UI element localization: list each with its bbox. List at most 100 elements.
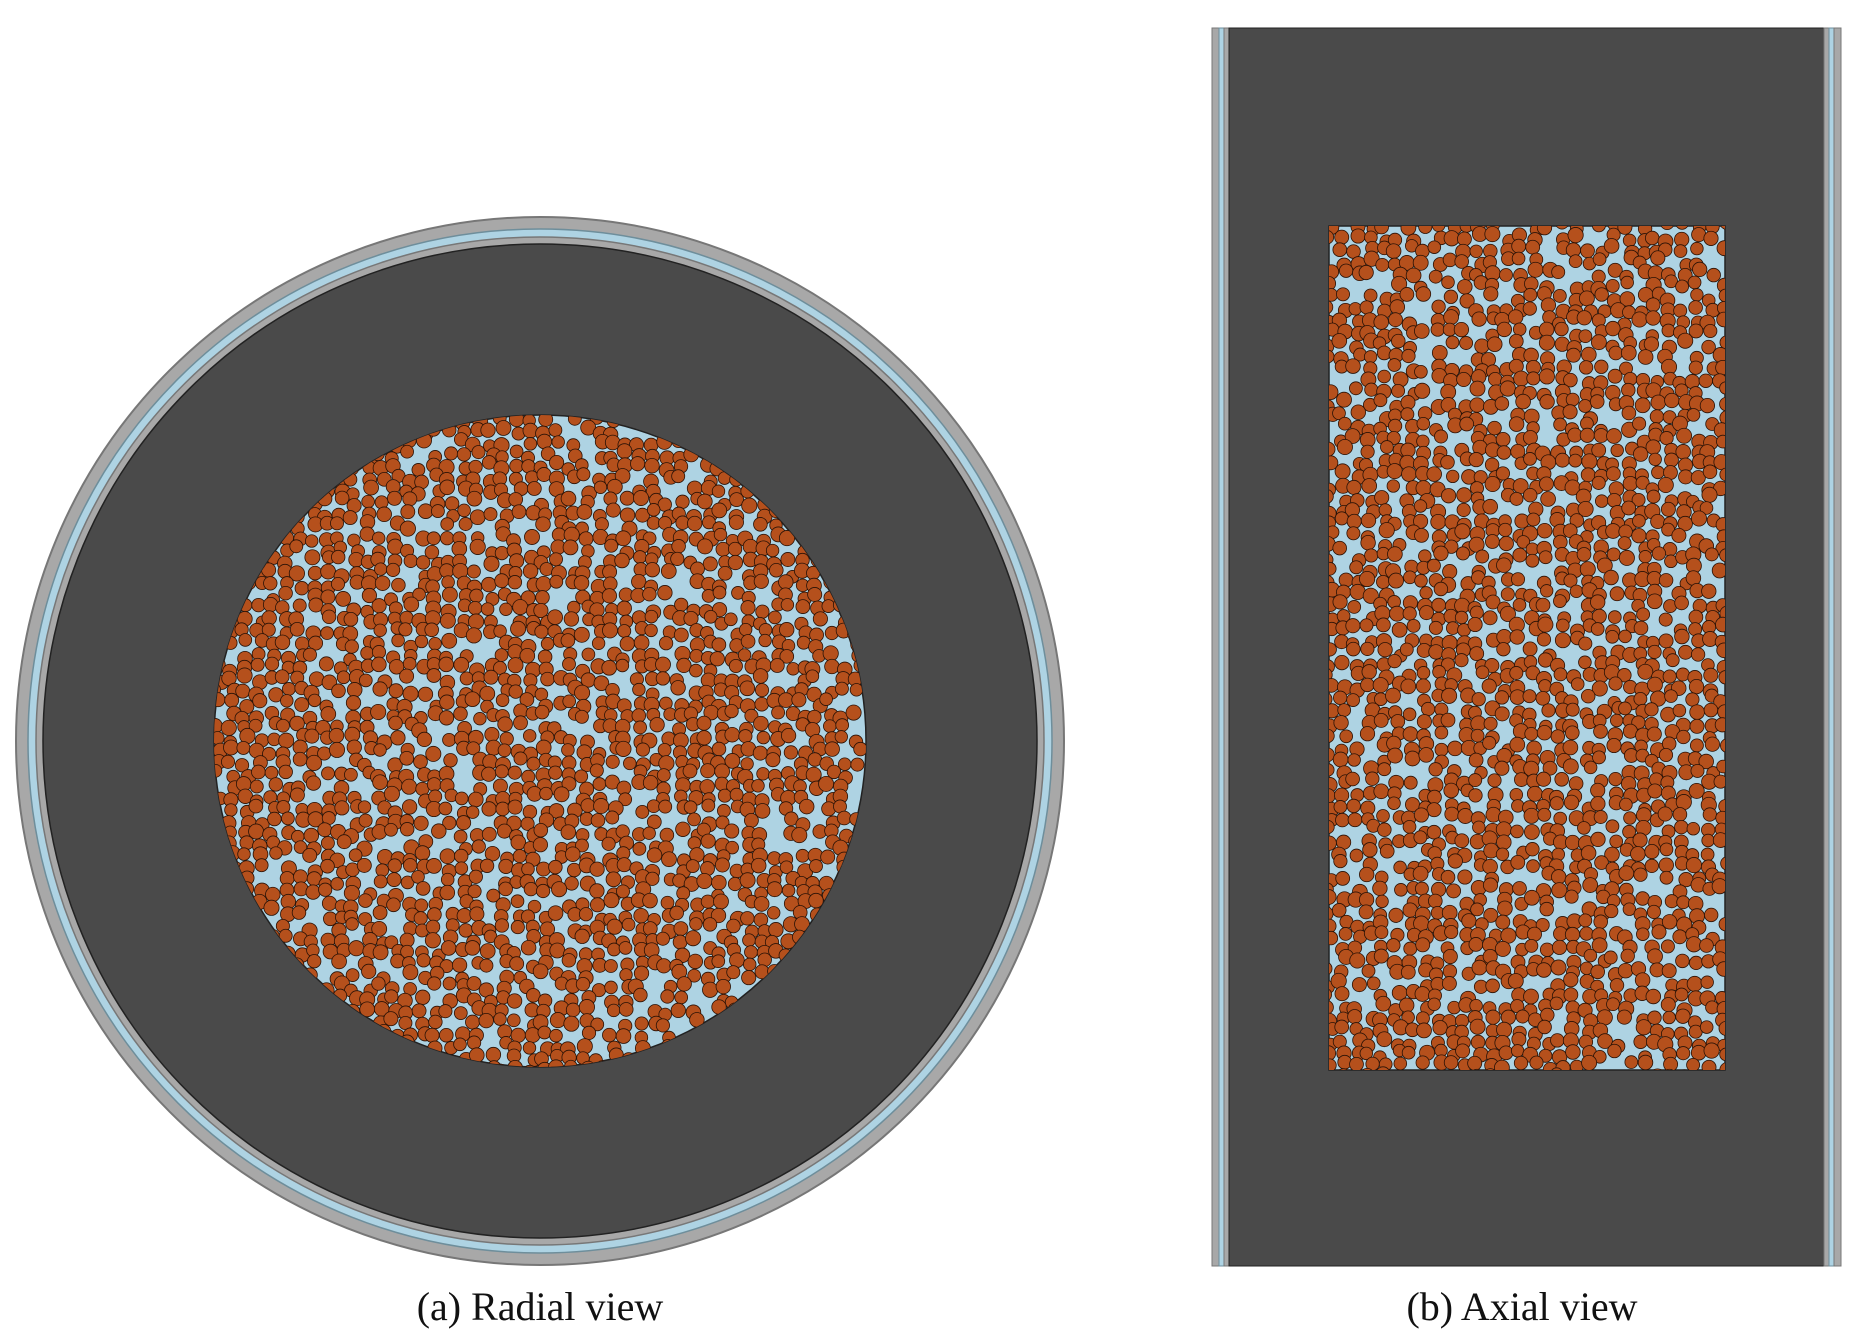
fuel-pebble	[1635, 475, 1650, 490]
fuel-pebble	[1345, 771, 1360, 787]
fuel-pebble	[484, 845, 501, 862]
fuel-pebble	[328, 727, 345, 744]
fuel-pebble	[1444, 806, 1460, 822]
fuel-pebble	[1499, 380, 1516, 397]
fuel-pebble	[589, 883, 605, 899]
fuel-pebble	[1698, 373, 1713, 388]
fuel-pebble	[1400, 407, 1415, 422]
fuel-pebble	[391, 633, 405, 648]
fuel-pebble	[623, 756, 637, 771]
fuel-pebble	[1592, 750, 1606, 765]
fuel-pebble	[1430, 322, 1445, 337]
fuel-pebble	[320, 858, 335, 874]
fuel-pebble	[685, 930, 702, 947]
fuel-pebble	[376, 506, 392, 523]
fuel-pebble	[1536, 226, 1553, 236]
fuel-pebble	[401, 778, 418, 795]
fuel-pebble	[428, 1014, 443, 1030]
fuel-pebble	[1360, 641, 1375, 656]
fuel-pebble	[561, 953, 577, 968]
fuel-pebble	[676, 657, 692, 674]
fuel-pebble	[633, 907, 649, 924]
fuel-pebble	[1563, 794, 1580, 811]
fuel-pebble	[1332, 594, 1348, 610]
fuel-pebble	[742, 538, 759, 555]
fuel-pebble	[289, 715, 305, 732]
fuel-pebble	[1522, 641, 1538, 657]
fuel-pebble	[1365, 771, 1380, 786]
fuel-pebble	[1509, 666, 1524, 680]
fuel-pebble	[575, 976, 591, 992]
fuel-pebble	[335, 591, 352, 607]
fuel-pebble	[453, 1037, 467, 1052]
fuel-pebble	[1553, 417, 1567, 432]
fuel-pebble	[645, 871, 660, 886]
fuel-pebble	[1658, 612, 1673, 627]
fuel-pebble	[1638, 550, 1652, 564]
fuel-pebble	[1608, 676, 1623, 691]
fuel-pebble	[522, 1041, 537, 1055]
fuel-pebble	[1337, 703, 1352, 717]
fuel-pebble	[1447, 740, 1463, 757]
fuel-pebble	[1471, 311, 1487, 327]
fuel-pebble	[507, 575, 523, 590]
fuel-pebble	[562, 539, 579, 556]
fuel-pebble	[1718, 1020, 1725, 1036]
fuel-pebble	[1661, 323, 1676, 338]
fuel-pebble	[1525, 239, 1541, 255]
fuel-pebble	[1552, 288, 1567, 303]
fuel-pebble	[1579, 561, 1596, 578]
fuel-pebble	[1336, 287, 1350, 302]
fuel-pebble	[1330, 972, 1347, 989]
fuel-pebble	[453, 829, 468, 844]
fuel-pebble	[1433, 545, 1449, 561]
fuel-pebble	[293, 840, 308, 854]
fuel-pebble	[715, 815, 730, 830]
fuel-pebble	[512, 599, 529, 616]
fuel-pebble	[1705, 1000, 1720, 1015]
fuel-pebble	[427, 907, 442, 922]
fuel-pebble	[1386, 938, 1401, 953]
fuel-pebble	[676, 886, 691, 901]
fuel-pebble	[1441, 687, 1458, 704]
fuel-pebble	[278, 585, 293, 601]
fuel-pebble	[1468, 536, 1485, 553]
fuel-pebble	[1434, 725, 1449, 740]
fuel-pebble	[630, 456, 646, 472]
fuel-pebble	[1485, 594, 1501, 610]
fuel-pebble	[1551, 265, 1566, 280]
fuel-pebble	[635, 804, 650, 819]
fuel-pebble	[1675, 226, 1689, 230]
fuel-pebble	[591, 636, 606, 650]
fuel-pebble	[696, 715, 712, 731]
fuel-pebble	[1523, 807, 1540, 824]
fuel-pebble	[1578, 913, 1593, 928]
fuel-pebble	[1536, 522, 1553, 539]
fuel-pebble	[492, 778, 508, 794]
fuel-pebble	[1412, 254, 1429, 271]
fuel-pebble	[768, 610, 782, 625]
fuel-pebble	[1402, 726, 1419, 742]
fuel-pebble	[1538, 368, 1555, 385]
fuel-pebble	[717, 803, 731, 818]
fuel-pebble	[521, 862, 535, 876]
fuel-pebble	[1512, 322, 1527, 337]
fuel-pebble	[1391, 621, 1408, 638]
fuel-pebble	[1538, 321, 1555, 338]
fuel-pebble	[1391, 333, 1406, 349]
fuel-pebble	[1711, 878, 1725, 895]
fuel-pebble	[621, 917, 636, 932]
fuel-pebble	[1659, 870, 1674, 885]
fuel-pebble	[478, 1012, 494, 1029]
fuel-pebble	[1441, 275, 1455, 289]
fuel-pebble	[1483, 286, 1499, 302]
fuel-pebble	[1657, 806, 1673, 822]
fuel-pebble	[1416, 434, 1430, 448]
fuel-pebble	[220, 719, 237, 736]
fuel-pebble	[265, 886, 281, 903]
fuel-pebble	[1551, 939, 1568, 955]
fuel-pebble	[1414, 382, 1431, 399]
fuel-pebble	[237, 847, 251, 861]
fuel-pebble	[1607, 610, 1622, 624]
fuel-pebble	[1375, 894, 1389, 909]
